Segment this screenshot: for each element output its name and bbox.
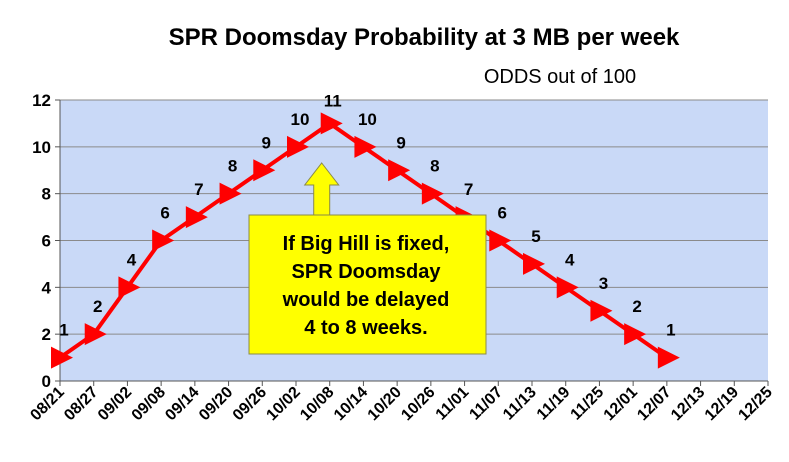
xtick-label-09-20: 09/20 [196,384,236,424]
ytick-label-10: 10 [32,138,51,157]
xtick-label-10-26: 10/26 [398,384,438,424]
data-marker-3 [152,229,175,252]
xtick-label-11-01: 11/01 [433,384,473,424]
data-labels: 1 2 4 6 7 8 9 10 11 10 9 8 7 6 5 4 3 2 1 [59,91,675,339]
xtick-label-09-14: 09/14 [162,384,202,424]
data-label-16: 3 [599,274,608,293]
xtick-label-12-07: 12/07 [634,384,674,424]
xtick-label-12-13: 12/13 [668,384,708,424]
annotation-line-4: 4 to 8 weeks. [304,317,427,339]
data-marker-16 [590,299,613,322]
ytick-label-0: 0 [42,372,51,391]
data-label-0: 1 [59,321,68,340]
data-label-7: 10 [291,110,310,129]
data-marker-2 [118,276,141,299]
data-marker-4 [185,206,208,229]
ytick-label-2: 2 [42,325,51,344]
xtick-label-10-20: 10/20 [365,384,405,424]
chart-title: SPR Doomsday Probability at 3 MB per wee… [169,24,680,51]
data-label-12: 7 [464,180,473,199]
y-tick-labels: 0 2 4 6 8 10 12 [32,91,51,391]
data-label-5: 8 [228,157,237,176]
axes [59,100,769,386]
xtick-label-12-01: 12/01 [601,384,641,424]
data-marker-6 [253,159,276,182]
xtick-label-09-02: 09/02 [95,384,135,424]
x-tick-labels: 08/2108/2709/0209/0809/1409/2009/2610/02… [27,384,775,424]
data-label-10: 9 [396,133,405,152]
ytick-label-12: 12 [32,91,51,110]
data-marker-0 [51,346,73,369]
data-label-18: 1 [666,321,675,340]
data-marker-13 [489,229,512,252]
data-label-14: 5 [531,227,540,246]
xtick-label-11-19: 11/19 [534,384,574,424]
data-label-4: 7 [194,180,203,199]
data-marker-5 [219,182,242,205]
ytick-label-8: 8 [42,185,51,204]
annotation-line-3: would be delayed [282,289,450,311]
xtick-label-11-25: 11/25 [568,384,608,424]
xtick-label-10-08: 10/08 [297,384,337,424]
data-marker-9 [354,135,377,158]
xtick-label-09-08: 09/08 [129,384,169,424]
data-label-8: 11 [324,91,342,110]
xtick-label-12-25: 12/25 [735,384,775,424]
data-marker-15 [556,276,579,299]
data-label-6: 9 [262,133,271,152]
data-label-9: 10 [358,110,377,129]
data-label-2: 4 [127,250,137,269]
data-label-1: 2 [93,297,102,316]
ytick-label-6: 6 [42,232,51,251]
xtick-label-11-13: 11/13 [500,384,540,424]
data-marker-14 [523,252,545,275]
data-label-13: 6 [498,204,507,223]
data-marker-18 [657,346,680,369]
data-marker-1 [84,323,107,346]
data-marker-17 [624,323,647,346]
ytick-label-4: 4 [42,278,52,297]
xtick-label-08-27: 08/27 [61,384,101,424]
xtick-label-12-19: 12/19 [702,384,742,424]
data-label-15: 4 [565,250,575,269]
annotation-line-2: SPR Doomsday [292,261,442,283]
annotation-box [248,214,487,355]
annotation-line-1: If Big Hill is fixed, [283,233,450,255]
data-marker-10 [388,159,411,182]
xtick-label-10-02: 10/02 [263,384,303,424]
annotation: If Big Hill is fixed, SPR Doomsday would… [248,162,487,355]
data-marker-8 [320,112,343,135]
xtick-label-09-26: 09/26 [230,384,270,424]
data-label-11: 8 [430,157,439,176]
xtick-label-10-14: 10/14 [331,384,371,424]
data-label-3: 6 [160,204,169,223]
xtick-label-11-07: 11/07 [466,384,506,424]
data-marker-11 [421,182,444,205]
data-marker-7 [287,135,309,158]
chart-subtitle: ODDS out of 100 [484,66,636,88]
data-label-17: 2 [632,297,641,316]
